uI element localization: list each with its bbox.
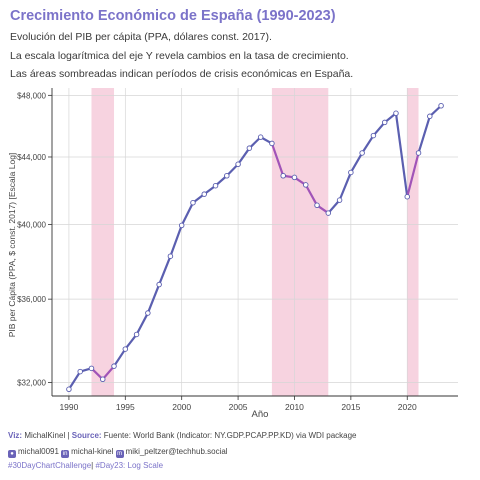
data-point [88,365,95,372]
y-tick-label: $40,000 [17,221,46,230]
series-segment [270,142,285,177]
chart-title: Crecimiento Económico de España (1990-20… [10,8,336,24]
data-point [303,182,309,188]
hashtag-challenge[interactable]: #30DayChartChallenge [8,461,92,470]
crisis-shade [91,88,115,396]
data-point [427,113,433,120]
data-point [122,346,129,352]
viz-author: MichalKinel [24,431,66,440]
series-segment [135,311,149,336]
data-point [314,202,320,209]
series-segment [361,134,375,155]
data-point [359,150,365,156]
data-point [212,182,219,189]
data-point [167,253,174,259]
series-segment [180,201,195,227]
y-tick-label: $32,000 [17,379,46,388]
chart-subtitle-1: Evolución del PIB per cápita (PPA, dólar… [10,31,272,43]
series-segment [236,147,251,166]
data-point [370,132,377,139]
mastodon-handle[interactable]: miki_peltzer@techhub.social [125,447,228,456]
series-segment [101,365,116,381]
data-point [393,110,399,117]
crisis-shading [91,88,419,396]
caption-credits: Viz: MichalKinel | Source: Fuente: World… [8,431,357,440]
x-tick-label: 2010 [285,402,304,412]
github-handle[interactable]: michal0091 [18,447,59,456]
x-tick-label: 2000 [172,402,191,412]
source-text: Fuente: World Bank (Indicator: NY.GDP.PC… [103,431,357,440]
x-axis-label: Año [252,409,269,420]
data-point [111,363,117,369]
github-icon: ● [8,450,16,458]
series-segment [406,151,420,198]
y-axis-label: PIB per Cápita (PPA, $ const. 2017) [Esc… [7,153,17,338]
data-point [257,134,264,140]
series-segment [338,171,352,202]
x-tick-label: 1995 [116,402,135,412]
data-point [325,210,332,216]
chart-subtitle-2: La escala logarítmica del eje Y revela c… [10,50,349,62]
x-tick-label: 1990 [59,402,78,412]
data-point [291,174,298,181]
hashtag-day[interactable]: #Day23: Log Scale [95,461,164,470]
data-point [133,331,140,338]
tick-labels: 1990 1995 2000 2005 2010 2015 2020 $32,000 $36,0… [17,91,417,412]
source-label: Source: [71,431,102,440]
data-point [99,376,106,383]
x-tick-label: 2015 [341,402,360,412]
series-segment [146,283,161,315]
y-tick-label: $44,000 [17,153,46,162]
crisis-shade [271,88,329,396]
data-point [224,172,230,179]
series-segment [349,151,364,174]
axes [48,88,458,400]
gdp-points [66,102,444,393]
data-point [235,161,241,168]
series-segment [372,121,386,137]
series-segment [124,333,138,351]
series-segment [67,370,82,391]
caption-separator: | [67,431,70,440]
x-tick-label: 2020 [398,402,417,412]
data-point [404,193,411,200]
data-point [178,222,185,229]
linkedin-icon: in [61,450,70,458]
series-segment [327,199,341,215]
x-tick-label: 2005 [229,402,248,412]
series-segment [417,115,431,155]
linkedin-handle[interactable]: michal-kinel [71,447,114,456]
data-point [438,102,444,109]
data-point [246,145,253,151]
data-point [336,197,343,203]
caption-social: ● michal0091 in michal-kinel m miki_peltzer… [8,447,228,458]
data-point [348,169,354,176]
crisis-shade [407,88,419,396]
chart-subtitle-3: Las áreas sombreadas indican períodos de… [10,68,354,80]
data-point [269,140,275,147]
data-point [145,310,151,316]
data-point [415,150,422,156]
data-point [280,172,286,179]
data-point [77,368,83,375]
data-point [66,386,72,393]
data-point [190,199,196,206]
series-segment [112,347,127,368]
y-tick-label: $36,000 [17,295,46,304]
data-point [156,281,162,288]
series-segment [394,112,409,198]
hashtag-separator: | [91,461,94,470]
series-segment [158,255,172,286]
data-point [201,191,207,197]
grid-lines [52,88,458,396]
data-point [381,119,388,126]
series-segment [304,183,319,207]
viz-label: Viz: [8,431,23,440]
series-segment [169,224,183,258]
mastodon-icon: m [115,450,124,458]
caption-hashtags: #30DayChartChallenge| #Day23: Log Scale [8,461,163,470]
y-tick-label: $48,000 [17,91,46,100]
